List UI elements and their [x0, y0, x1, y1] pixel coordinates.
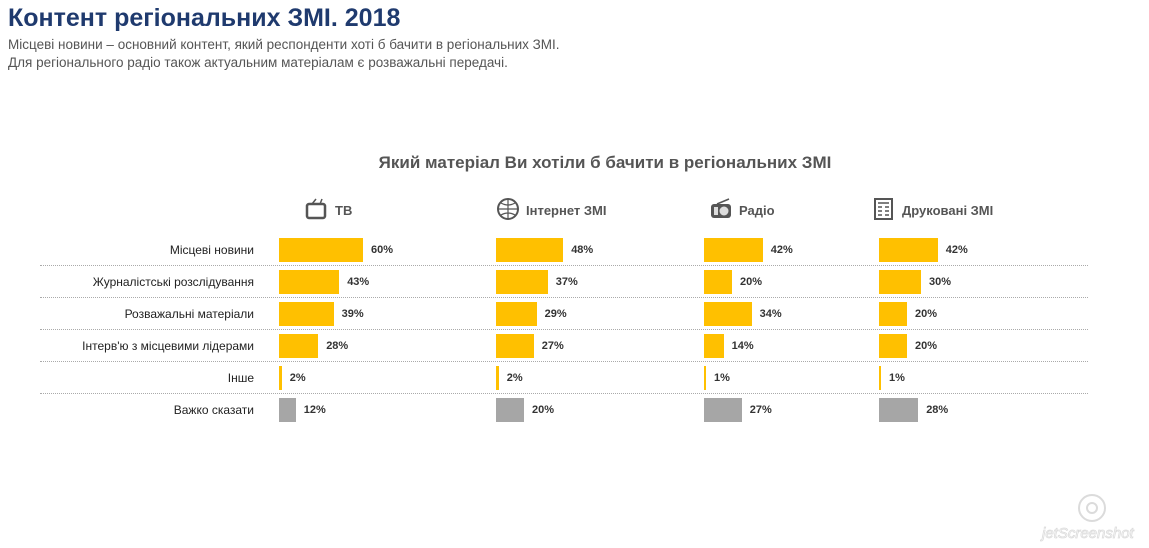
value-label: 20%	[532, 404, 555, 416]
series-header: ТВ	[305, 198, 352, 223]
globe-www-icon	[496, 198, 520, 223]
value-label: 2%	[506, 372, 523, 384]
series-header: Інтернет ЗМІ	[496, 198, 606, 223]
series-name: Радіо	[739, 203, 775, 218]
row-divider	[40, 329, 1088, 330]
bar	[496, 334, 534, 358]
category-label: Інтерв'ю з місцевими лідерами	[82, 339, 254, 353]
value-label: 2%	[289, 372, 306, 384]
bar	[879, 366, 881, 390]
value-label: 27%	[749, 404, 772, 416]
value-label: 20%	[915, 340, 938, 352]
bar	[704, 270, 732, 294]
radio-icon	[709, 198, 733, 223]
row-divider	[40, 265, 1088, 266]
newspaper-icon	[872, 198, 896, 223]
bar	[496, 302, 537, 326]
bar	[704, 398, 742, 422]
row-divider	[40, 393, 1088, 394]
series-header: Радіо	[709, 198, 775, 223]
category-label: Важко сказати	[173, 403, 254, 417]
bar	[704, 302, 752, 326]
value-label: 48%	[571, 244, 594, 256]
value-label: 28%	[326, 340, 349, 352]
bar	[279, 302, 334, 326]
bar	[279, 238, 363, 262]
value-label: 1%	[714, 372, 730, 384]
series-name: Друковані ЗМІ	[902, 203, 994, 218]
bar	[496, 238, 564, 262]
bar	[496, 398, 524, 422]
svg-text:jetScreenshot: jetScreenshot	[1040, 525, 1135, 542]
bar	[704, 334, 724, 358]
bar	[279, 334, 319, 358]
value-label: 37%	[555, 276, 578, 288]
value-label: 60%	[371, 244, 394, 256]
bar	[496, 366, 499, 390]
watermark-logo: jetScreenshot	[1040, 494, 1135, 542]
category-label: Інше	[227, 371, 254, 385]
bar	[704, 366, 706, 390]
value-label: 42%	[945, 244, 968, 256]
value-label: 12%	[303, 404, 326, 416]
value-label: 1%	[889, 372, 905, 384]
value-label: 29%	[544, 308, 567, 320]
bar	[279, 398, 296, 422]
value-label: 14%	[731, 340, 754, 352]
value-label: 20%	[915, 308, 938, 320]
bar	[496, 270, 548, 294]
value-label: 27%	[541, 340, 564, 352]
value-label: 30%	[929, 276, 952, 288]
value-label: 42%	[770, 244, 793, 256]
value-label: 34%	[759, 308, 782, 320]
bar	[879, 270, 921, 294]
bar	[879, 302, 907, 326]
value-label: 43%	[347, 276, 370, 288]
bar	[279, 366, 282, 390]
value-label: 20%	[740, 276, 763, 288]
bar	[879, 238, 938, 262]
value-label: 28%	[926, 404, 949, 416]
tv-icon	[305, 198, 329, 223]
bar	[879, 398, 919, 422]
chart-title: Який матеріал Ви хотіли б бачити в регіо…	[378, 153, 832, 172]
series-header: Друковані ЗМІ	[872, 198, 993, 223]
category-label: Розважальні матеріали	[124, 307, 254, 321]
bar	[279, 270, 340, 294]
category-label: Місцеві новини	[169, 243, 254, 257]
page-title: Контент регіональних ЗМІ. 2018	[8, 4, 401, 32]
bar	[879, 334, 907, 358]
subtitle-line-2: Для регіонального радіо також актуальним…	[8, 55, 508, 70]
row-divider	[40, 297, 1088, 298]
bar	[704, 238, 763, 262]
row-divider	[40, 361, 1088, 362]
series-name: Інтернет ЗМІ	[526, 203, 607, 218]
subtitle-line-1: Місцеві новини – основний контент, який …	[8, 37, 560, 52]
value-label: 39%	[341, 308, 364, 320]
series-name: ТВ	[335, 203, 353, 218]
category-label: Журналістські розслідування	[92, 275, 254, 289]
